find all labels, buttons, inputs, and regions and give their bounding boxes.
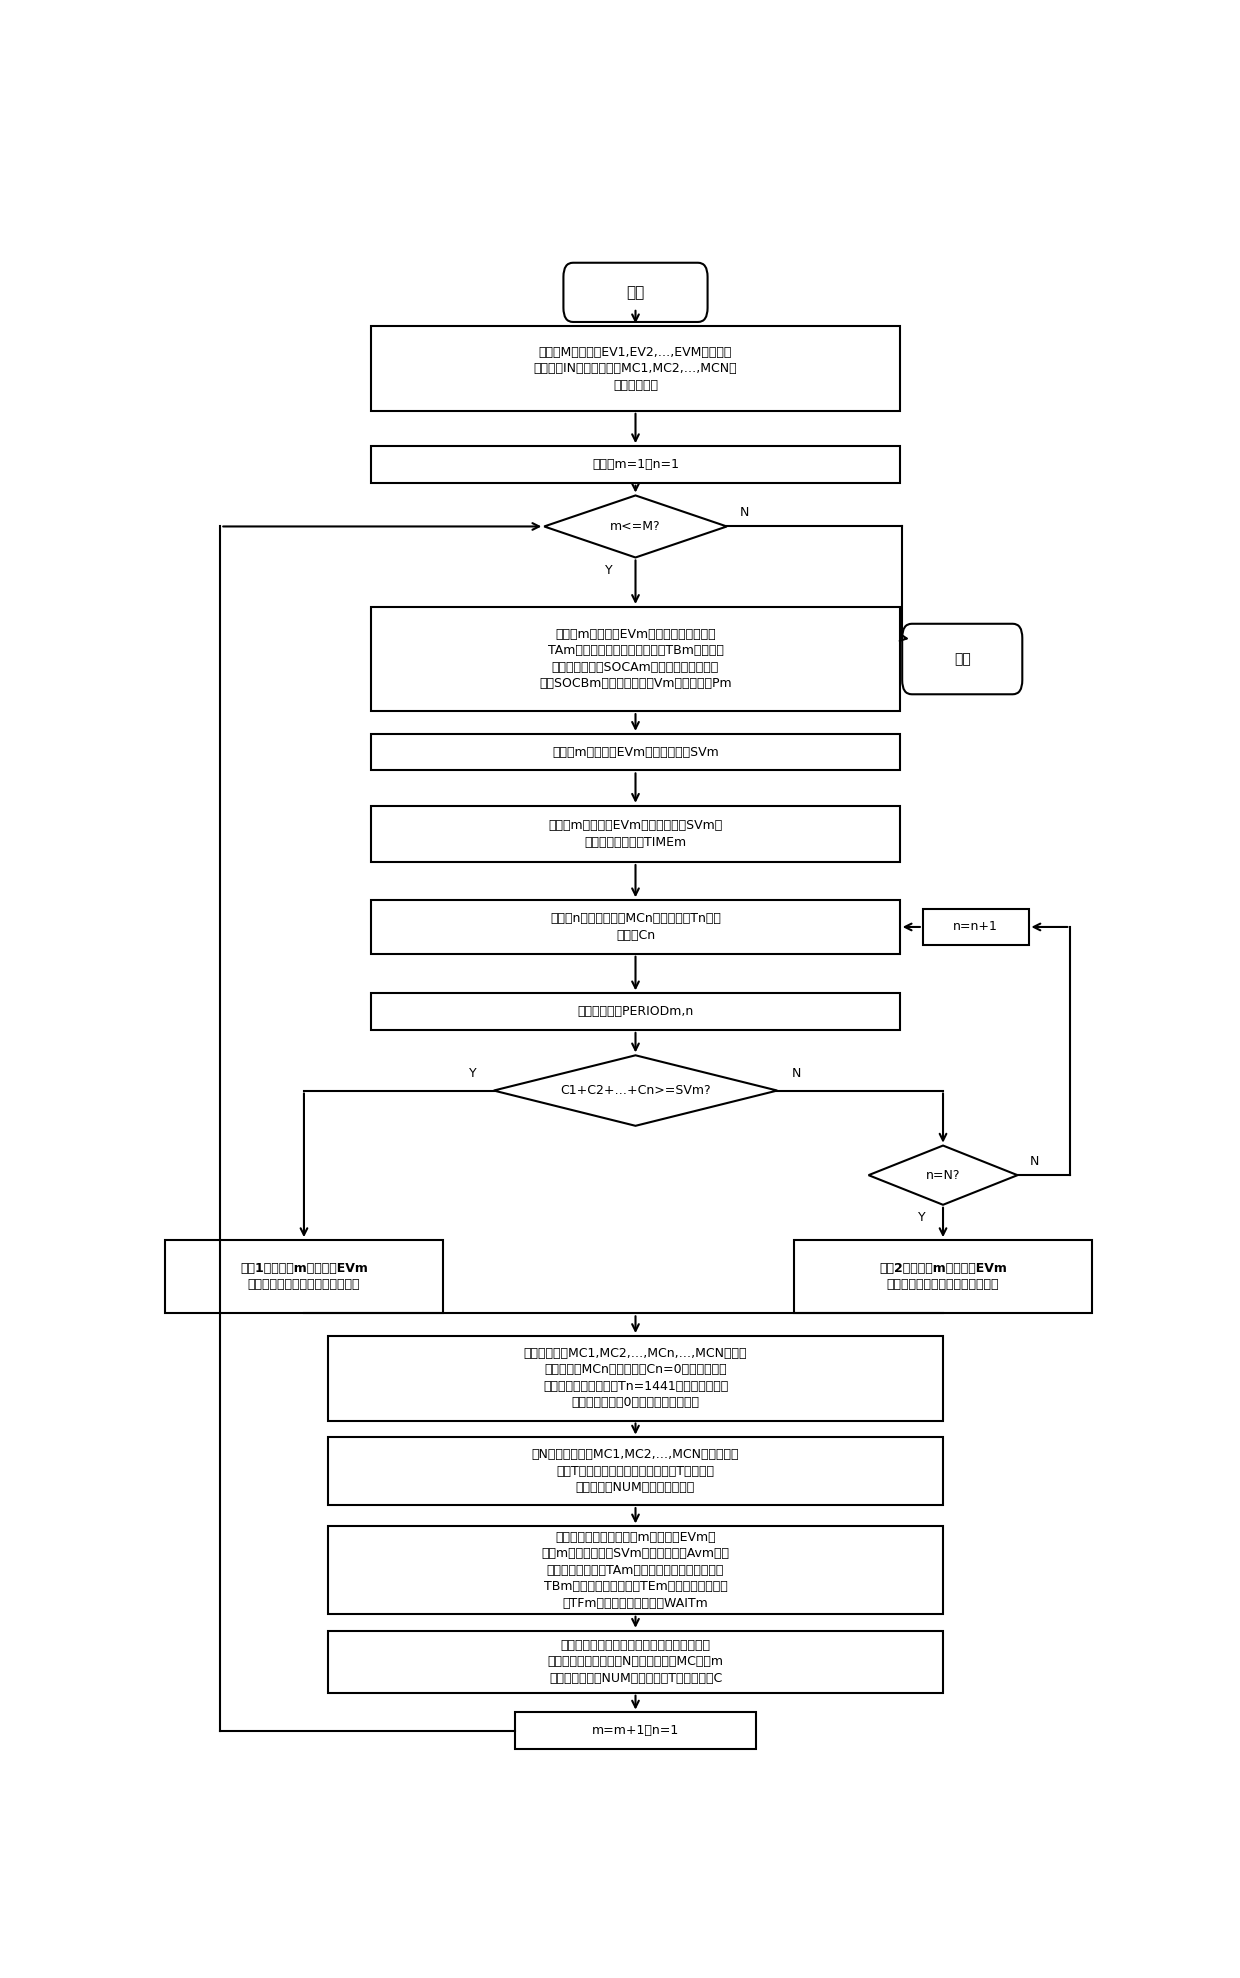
FancyBboxPatch shape: [327, 1630, 944, 1693]
Text: Y: Y: [469, 1068, 476, 1080]
Text: 模块2：计算第m辆电动汿EVm
的充电方案和充电服务站运营参数: 模块2：计算第m辆电动汿EVm 的充电方案和充电服务站运营参数: [879, 1262, 1007, 1292]
Text: 开始: 开始: [626, 285, 645, 301]
Text: m<=M?: m<=M?: [610, 520, 661, 532]
FancyBboxPatch shape: [923, 908, 1028, 945]
FancyBboxPatch shape: [371, 734, 900, 769]
Text: 计算第m辆电动汿EVm的需求充电量SVm: 计算第m辆电动汿EVm的需求充电量SVm: [552, 746, 719, 760]
Text: 输出充电服务站运营参数：本充电方案使用的
移动充电器状态参数：N台移动充电器MC在第m
次排序后的编号NUM，空闲时刺T和空闲容量C: 输出充电服务站运营参数：本充电方案使用的 移动充电器状态参数：N台移动充电器MC…: [548, 1638, 723, 1685]
FancyBboxPatch shape: [794, 1240, 1092, 1313]
Polygon shape: [868, 1145, 1018, 1205]
Text: 获取第n个移动充电器MCn的空闲时刻Tn和空
闲容量Cn: 获取第n个移动充电器MCn的空闲时刻Tn和空 闲容量Cn: [551, 912, 720, 942]
Text: C1+C2+…+Cn>=SVm?: C1+C2+…+Cn>=SVm?: [560, 1084, 711, 1098]
Text: 输出电动汿充电方案：第m辆电动汿EVm的
编号m，需求充电量SVm，实际充电量Avm，提
出充电器需求时刻TAm，预期离开充电服务站时刺
TBm，实际开始充电时: 输出电动汿充电方案：第m辆电动汿EVm的 编号m，需求充电量SVm，实际充电量A…: [542, 1531, 729, 1610]
FancyBboxPatch shape: [371, 607, 900, 712]
FancyBboxPatch shape: [165, 1240, 444, 1313]
Polygon shape: [544, 494, 727, 558]
Text: 模块1：计算第m辆电动汿EVm
的充电方案和充电服务站运营参数: 模块1：计算第m辆电动汿EVm 的充电方案和充电服务站运营参数: [241, 1262, 368, 1292]
Text: 若移动充电器MC1,MC2,…,MCn,…,MCN中某一
移动充电器MCn的空闲容量Cn=0，设置其空闲
时刻为异常状态値，即Tn=1441；表示该移动充
电器: 若移动充电器MC1,MC2,…,MCn,…,MCN中某一 移动充电器MCn的空闲…: [523, 1347, 748, 1410]
Text: 计算时间间隔PERIODm,n: 计算时间间隔PERIODm,n: [578, 1005, 693, 1019]
Text: 对N台移动充电器MC1,MC2,…,MCN按各自空闲
时刺T的升序进行排序；当空闲时刺T相同时，
按各自编号NUM的升序进行排序: 对N台移动充电器MC1,MC2,…,MCN按各自空闲 时刺T的升序进行排序；当空…: [532, 1448, 739, 1493]
Text: Y: Y: [605, 564, 613, 578]
FancyBboxPatch shape: [371, 447, 900, 483]
FancyBboxPatch shape: [563, 263, 708, 322]
FancyBboxPatch shape: [371, 805, 900, 862]
FancyBboxPatch shape: [371, 326, 900, 411]
Text: 结束: 结束: [954, 653, 971, 667]
Text: 初始化M辆电动汿EV1,EV2,…,EVM的充电需
求参数和IN台移动充电器MC1,MC2,…,MCN的
工作状态参数: 初始化M辆电动汿EV1,EV2,…,EVM的充电需 求参数和IN台移动充电器MC…: [533, 346, 738, 392]
Text: 计算第m辆电动汿EVm的需求充电量SVm对
应的连续充电时长TIMEm: 计算第m辆电动汿EVm的需求充电量SVm对 应的连续充电时长TIMEm: [548, 819, 723, 849]
Text: 获取第m辆电动汿EVm的提出充电需求时刻
TAm、预期离开充电服务站时刻TBm、动力电
池起始荷电状态SOCAm、动力电池目标荷电
状态SOCBm、动力电池容量: 获取第m辆电动汿EVm的提出充电需求时刻 TAm、预期离开充电服务站时刻TBm、…: [539, 627, 732, 690]
FancyBboxPatch shape: [327, 1527, 944, 1614]
FancyBboxPatch shape: [516, 1713, 755, 1749]
FancyBboxPatch shape: [327, 1335, 944, 1420]
Text: Y: Y: [918, 1211, 926, 1224]
FancyBboxPatch shape: [371, 993, 900, 1031]
FancyBboxPatch shape: [903, 623, 1022, 694]
Text: N: N: [792, 1068, 801, 1080]
Text: N: N: [1030, 1155, 1039, 1167]
FancyBboxPatch shape: [327, 1438, 944, 1505]
Text: m=m+1，n=1: m=m+1，n=1: [591, 1725, 680, 1737]
FancyBboxPatch shape: [371, 900, 900, 953]
Text: n=N?: n=N?: [926, 1169, 960, 1181]
Text: n=n+1: n=n+1: [954, 920, 998, 934]
Text: 初始化m=1，n=1: 初始化m=1，n=1: [591, 459, 680, 471]
Polygon shape: [494, 1056, 777, 1125]
Text: N: N: [739, 506, 749, 518]
